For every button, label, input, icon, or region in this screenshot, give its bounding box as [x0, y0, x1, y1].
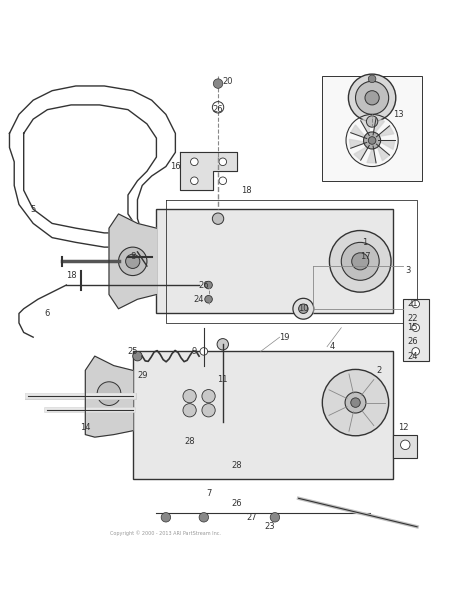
Circle shape	[202, 390, 215, 403]
Circle shape	[191, 177, 198, 185]
Text: 6: 6	[45, 309, 50, 318]
Polygon shape	[349, 139, 367, 148]
Text: 28: 28	[232, 461, 242, 469]
Circle shape	[126, 254, 140, 269]
Text: 12: 12	[398, 423, 408, 432]
Polygon shape	[354, 145, 369, 160]
Text: 9: 9	[191, 347, 197, 356]
Text: 7: 7	[206, 489, 211, 498]
Circle shape	[412, 300, 419, 308]
Circle shape	[219, 177, 227, 185]
Text: 26: 26	[213, 105, 223, 114]
Text: 26: 26	[199, 280, 209, 289]
Circle shape	[219, 158, 227, 165]
Polygon shape	[376, 126, 394, 137]
Circle shape	[352, 253, 369, 270]
Circle shape	[217, 339, 228, 350]
Text: 5: 5	[30, 205, 36, 213]
Text: 18: 18	[241, 185, 252, 195]
Circle shape	[133, 351, 142, 361]
Polygon shape	[367, 146, 376, 163]
Circle shape	[351, 398, 360, 407]
Text: 8: 8	[130, 252, 136, 261]
Circle shape	[270, 513, 280, 522]
Polygon shape	[85, 356, 133, 437]
Text: 17: 17	[360, 252, 370, 261]
Circle shape	[341, 243, 379, 280]
Circle shape	[205, 282, 212, 289]
Circle shape	[213, 79, 223, 88]
Circle shape	[368, 75, 376, 83]
Circle shape	[293, 299, 314, 319]
Polygon shape	[361, 118, 369, 136]
Text: 4: 4	[329, 342, 335, 351]
Text: 18: 18	[66, 271, 76, 280]
Circle shape	[412, 324, 419, 331]
Text: 16: 16	[170, 162, 181, 171]
Bar	[133, 351, 393, 479]
Text: 2: 2	[376, 366, 382, 375]
Polygon shape	[180, 153, 237, 190]
Text: 26: 26	[232, 499, 242, 508]
Circle shape	[118, 247, 147, 275]
Text: ARI PartStream: ARI PartStream	[200, 299, 274, 309]
Text: 11: 11	[218, 375, 228, 384]
Circle shape	[412, 348, 419, 355]
Text: 13: 13	[393, 110, 403, 119]
Text: 23: 23	[265, 522, 275, 531]
Text: 29: 29	[137, 371, 147, 379]
Circle shape	[205, 295, 212, 303]
Circle shape	[356, 81, 389, 114]
Text: 10: 10	[298, 304, 309, 313]
Text: 19: 19	[279, 333, 290, 342]
Text: 14: 14	[80, 423, 91, 432]
Circle shape	[161, 513, 171, 522]
Circle shape	[368, 137, 376, 144]
Circle shape	[183, 390, 196, 403]
Bar	[393, 435, 417, 458]
Text: 21: 21	[407, 300, 418, 308]
Circle shape	[183, 404, 196, 417]
Polygon shape	[351, 125, 367, 139]
Circle shape	[365, 91, 379, 105]
Text: 27: 27	[246, 513, 256, 522]
Circle shape	[401, 440, 410, 449]
Circle shape	[366, 116, 378, 127]
Circle shape	[212, 213, 224, 224]
Text: 24: 24	[407, 351, 418, 361]
Text: 3: 3	[405, 266, 410, 275]
Text: Copyright © 2000 - 2013 ARI PartStream Inc.: Copyright © 2000 - 2013 ARI PartStream I…	[110, 531, 221, 536]
Text: 1: 1	[362, 238, 368, 247]
Circle shape	[299, 304, 308, 314]
Circle shape	[202, 404, 215, 417]
Circle shape	[345, 392, 366, 413]
Circle shape	[348, 74, 396, 122]
Bar	[322, 77, 422, 181]
Text: 25: 25	[128, 347, 138, 356]
Text: 20: 20	[222, 77, 233, 86]
Circle shape	[329, 230, 391, 292]
Polygon shape	[378, 140, 395, 150]
Circle shape	[200, 348, 208, 355]
Text: 24: 24	[194, 295, 204, 304]
Circle shape	[364, 132, 381, 149]
Text: 26: 26	[407, 337, 418, 347]
Text: 28: 28	[184, 437, 195, 446]
Text: 22: 22	[407, 314, 418, 323]
Bar	[156, 209, 393, 314]
Circle shape	[97, 382, 121, 406]
Polygon shape	[373, 118, 384, 135]
Circle shape	[191, 158, 198, 165]
Polygon shape	[109, 214, 156, 309]
Bar	[403, 299, 429, 361]
Circle shape	[199, 513, 209, 522]
Text: 15: 15	[407, 323, 418, 332]
Circle shape	[322, 370, 389, 436]
Polygon shape	[376, 144, 390, 161]
